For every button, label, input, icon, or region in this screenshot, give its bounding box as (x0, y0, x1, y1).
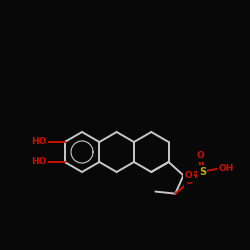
Text: O: O (184, 171, 192, 180)
Text: HO: HO (31, 158, 47, 166)
Text: O: O (186, 177, 193, 186)
Text: S: S (199, 167, 206, 177)
Text: O: O (196, 151, 204, 160)
Text: OH: OH (218, 164, 234, 173)
Text: HO: HO (31, 138, 47, 146)
